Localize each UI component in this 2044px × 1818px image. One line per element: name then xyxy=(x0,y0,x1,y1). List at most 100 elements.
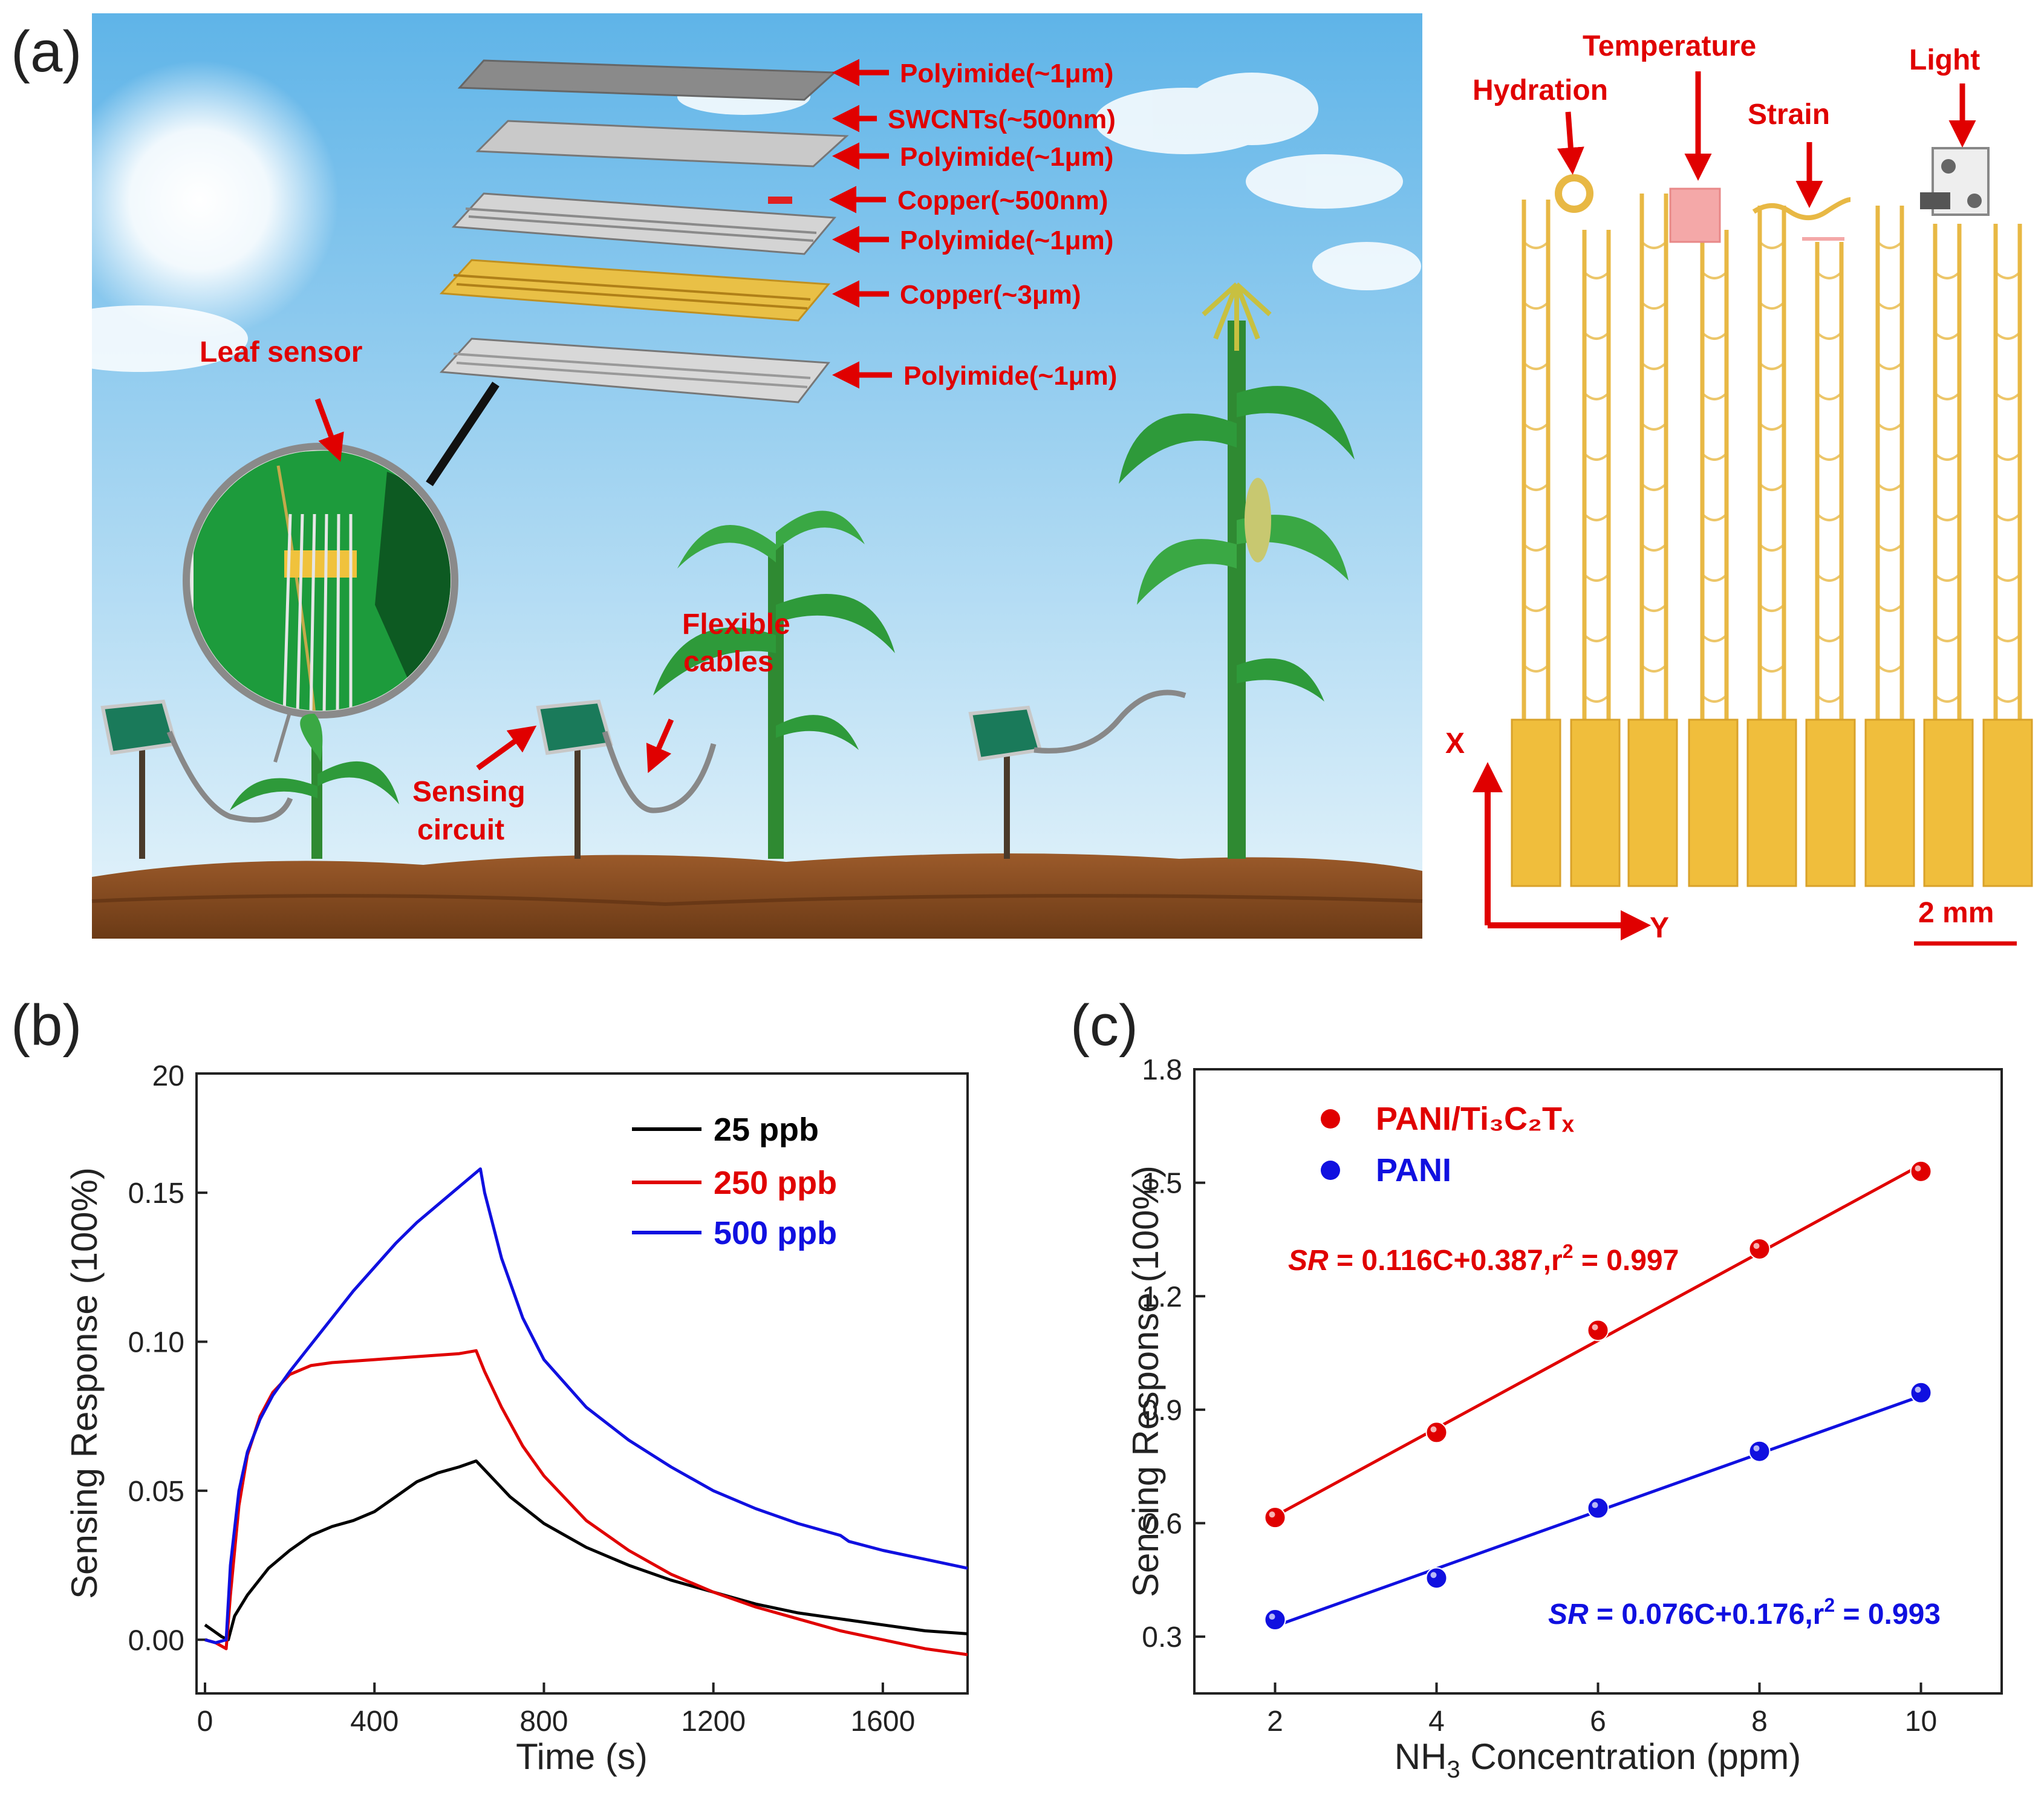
x-tick-label: 400 xyxy=(350,1706,399,1738)
data-point-1-1 xyxy=(1425,1567,1448,1589)
leaf-sensor-label: Leaf sensor xyxy=(200,336,362,368)
legend-label-25ppb: 25 ppb xyxy=(714,1112,819,1148)
data-point-0-3 xyxy=(1748,1238,1771,1260)
circuit-box-2 xyxy=(536,699,717,859)
data-point-highlight xyxy=(1592,1502,1598,1508)
y-tick-label: 0.6 xyxy=(1142,1508,1182,1540)
legend-label-pani-ti3c2tx: PANI/Ti₃C₂Tₓ xyxy=(1376,1101,1574,1137)
legend-marker-pani-ti3c2tx xyxy=(1321,1109,1340,1129)
layer-labels: Polyimide(~1μm) SWCNTs(~500nm) Polyimide… xyxy=(829,59,1117,391)
corn-plants xyxy=(230,282,1355,859)
hydration-label: Hydration xyxy=(1473,74,1608,106)
y-tick-label-top: 20 xyxy=(152,1060,184,1092)
flexible-cables-label-2: cables xyxy=(683,646,773,678)
x-tick-label: 4 xyxy=(1428,1706,1445,1738)
layer-label: Polyimide(~1μm) xyxy=(903,361,1117,391)
series-line-25-ppb xyxy=(204,1459,968,1641)
layer-label: SWCNTs(~500nm) xyxy=(888,105,1116,134)
plant-tall xyxy=(1119,282,1355,859)
data-point-highlight xyxy=(1269,1614,1275,1620)
y-tick-label: 1.5 xyxy=(1142,1168,1182,1200)
strain-sensor xyxy=(1752,197,1851,220)
data-point-highlight xyxy=(1430,1426,1437,1433)
axes-indicator: X Y xyxy=(1445,728,1669,944)
data-point-highlight xyxy=(1592,1324,1598,1331)
data-point-0-2 xyxy=(1587,1319,1609,1341)
chart-b: 0 400 800 1200 1600 0.00 0.05 0.10 0.15 20 Time … xyxy=(64,1060,969,1777)
temperature-label: Temperature xyxy=(1583,30,1756,62)
data-point-0-4 xyxy=(1910,1160,1932,1182)
layer-label: Copper(~3μm) xyxy=(900,280,1081,310)
y-tick-label: 1.2 xyxy=(1142,1281,1182,1313)
field-illustration: Polyimide(~1μm) SWCNTs(~500nm) Polyimide… xyxy=(30,13,1423,939)
panel-label-c: (c) xyxy=(1070,993,1138,1058)
fit-equation-pani: SR = 0.076C+0.176,r2 = 0.993 xyxy=(1548,1594,1941,1631)
hydration-sensor xyxy=(1555,174,1593,213)
legend: 25 ppb 250 ppb 500 ppb xyxy=(632,1112,837,1251)
x-axis-title: Time (s) xyxy=(516,1736,648,1777)
y-tick-label: 0.00 xyxy=(128,1624,184,1657)
plant-small xyxy=(230,714,399,859)
x-tick-label: 1600 xyxy=(850,1706,915,1738)
clouds xyxy=(30,73,1421,372)
legend-label-250ppb: 250 ppb xyxy=(714,1165,837,1201)
strain-label: Strain xyxy=(1748,99,1830,131)
data-point-1-4 xyxy=(1910,1381,1932,1404)
data-point-1-3 xyxy=(1748,1440,1771,1462)
data-point-1-2 xyxy=(1587,1497,1609,1519)
data-point-0-1 xyxy=(1425,1421,1448,1444)
series-line-250-ppb xyxy=(204,1349,968,1657)
x-axis-label: X xyxy=(1445,728,1465,760)
data-point-highlight xyxy=(1269,1511,1275,1518)
data-point-highlight xyxy=(1753,1243,1760,1249)
legend-marker-pani xyxy=(1321,1161,1340,1180)
circuit-box-1 xyxy=(100,699,293,859)
light-label: Light xyxy=(1909,44,1980,76)
x-tick-label: 10 xyxy=(1905,1706,1937,1738)
y-axis-label: Y xyxy=(1650,912,1669,944)
layer-label: Copper(~500nm) xyxy=(897,186,1108,215)
light-sensor xyxy=(1920,147,1990,216)
fit-equation-pani-ti3c2tx: SR = 0.116C+0.387,r2 = 0.997 xyxy=(1288,1240,1679,1277)
x-tick-label: 6 xyxy=(1590,1706,1606,1738)
sensor-layout: Hydration Temperature Strain Light X Y 2… xyxy=(1445,30,2033,946)
magnifier-pointer xyxy=(426,382,500,486)
x-tick-label: 800 xyxy=(519,1706,568,1738)
electrode-traces xyxy=(1522,194,2022,720)
sensing-circuits xyxy=(100,689,1186,859)
x-tick-label: 8 xyxy=(1751,1706,1768,1738)
layer-label: Polyimide(~1μm) xyxy=(900,226,1113,255)
y-axis-title: Sensing Response (100%) xyxy=(64,1167,105,1599)
y-tick-label: 0.15 xyxy=(128,1178,184,1210)
soil xyxy=(92,853,1422,939)
plant-medium xyxy=(653,510,895,859)
legend-label-500ppb: 500 ppb xyxy=(714,1215,837,1251)
panel-label-b: (b) xyxy=(11,993,82,1058)
data-point-highlight xyxy=(1915,1165,1921,1171)
layer-label: Polyimide(~1μm) xyxy=(900,142,1113,172)
sensing-circuit-label-1: Sensing xyxy=(412,776,526,808)
data-point-1-0 xyxy=(1264,1609,1286,1631)
layer-stack xyxy=(439,59,849,403)
circuit-box-3 xyxy=(968,689,1186,859)
data-point-highlight xyxy=(1915,1386,1921,1393)
temperature-sensor xyxy=(1669,187,1721,243)
y-tick-label: 0.9 xyxy=(1142,1395,1182,1427)
sun xyxy=(60,60,339,339)
series-line-500-ppb xyxy=(204,1167,968,1644)
x-tick-label: 1200 xyxy=(681,1706,746,1738)
plot-frame xyxy=(195,1072,969,1695)
legend-label-pani: PANI xyxy=(1376,1152,1451,1188)
data-point-highlight xyxy=(1430,1572,1437,1579)
x-tick-label: 2 xyxy=(1267,1706,1283,1738)
contact-pads xyxy=(1511,718,2033,887)
sensing-circuit-label-2: circuit xyxy=(417,814,504,846)
data-point-highlight xyxy=(1753,1445,1760,1451)
y-axis-title: Sensing Response (100%) xyxy=(1125,1165,1166,1597)
legend: PANI/Ti₃C₂Tₓ PANI xyxy=(1321,1101,1574,1188)
y-tick-label: 1.8 xyxy=(1142,1054,1182,1086)
data-point-0-0 xyxy=(1264,1507,1286,1529)
flexible-cables-label-1: Flexible xyxy=(682,608,790,640)
y-tick-label: 0.3 xyxy=(1142,1621,1182,1653)
